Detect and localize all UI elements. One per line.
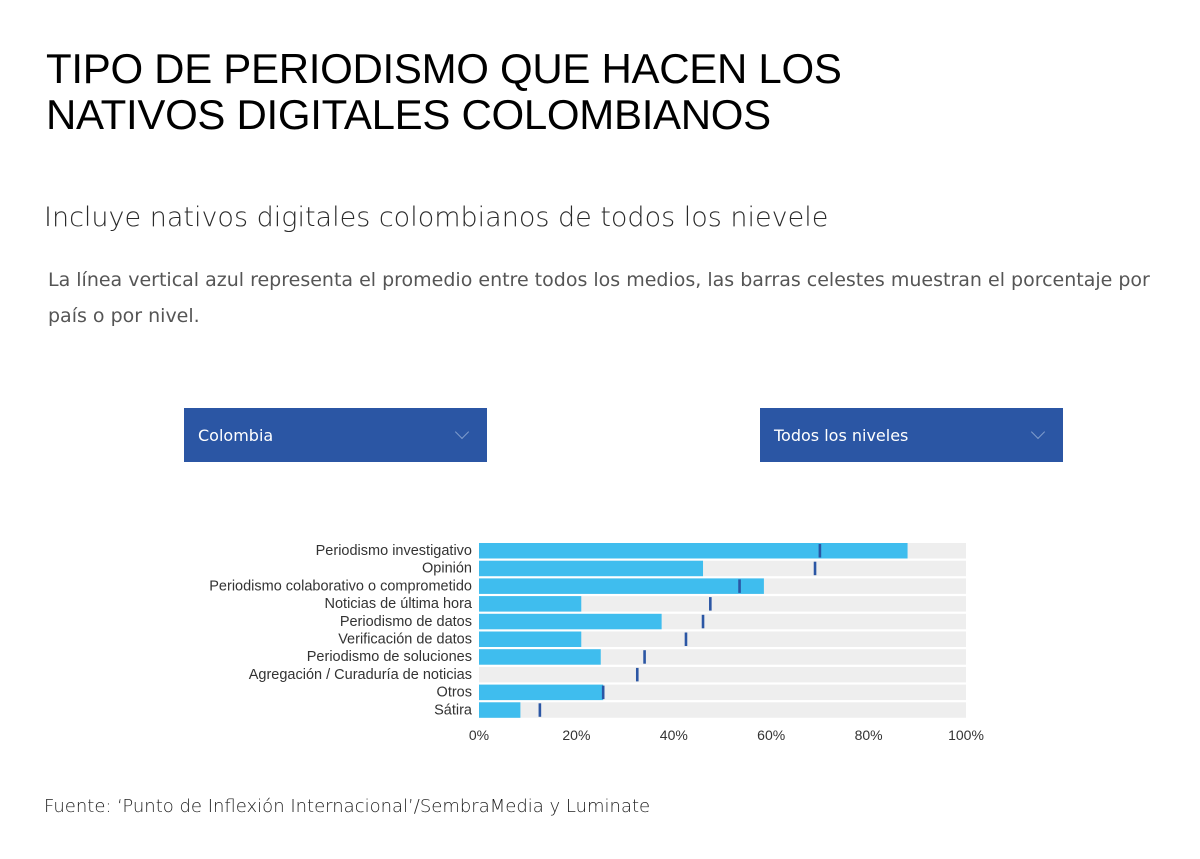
bar-chart: Periodismo investigativoOpiniónPeriodism…: [209, 543, 984, 743]
category-label: Verificación de datos: [338, 632, 472, 648]
source-note: Fuente: ‘Punto de Inflexión Internaciona…: [44, 796, 651, 817]
x-tick-label: 0%: [469, 727, 489, 743]
average-marker: [643, 650, 646, 664]
category-label: Periodismo de soluciones: [307, 649, 472, 665]
bar-track: [479, 596, 966, 612]
category-label: Periodismo de datos: [340, 614, 472, 630]
bar-track: [479, 631, 966, 647]
bar: [479, 613, 662, 630]
bar: [479, 649, 601, 665]
average-marker: [813, 561, 817, 576]
average-marker: [538, 703, 542, 717]
bar-track: [479, 702, 966, 718]
average-markers: [538, 544, 822, 717]
average-marker: [709, 597, 712, 611]
average-marker: [635, 667, 639, 682]
category-labels: Periodismo investigativoOpiniónPeriodism…: [209, 543, 473, 718]
average-marker: [684, 632, 688, 646]
average-marker: [738, 579, 741, 593]
bar: [479, 702, 521, 718]
bar: [479, 684, 604, 701]
level-dropdown-value: Todos los niveles: [774, 425, 909, 445]
chart-description: La línea vertical azul representa el pro…: [48, 269, 1150, 327]
x-tick-label: 20%: [562, 727, 590, 743]
category-label: Sátira: [434, 702, 473, 718]
level-dropdown[interactable]: Todos los niveles: [760, 408, 1063, 462]
chart-title-line-2: NATIVOS DIGITALES COLOMBIANOS: [46, 91, 771, 138]
category-label: Opinión: [422, 561, 472, 577]
x-tick-label: 40%: [660, 727, 688, 743]
x-axis-ticks: 0% 20% 40% 60% 80% 100%: [469, 727, 984, 743]
category-label: Noticias de última hora: [325, 596, 473, 612]
bar: [479, 578, 764, 594]
category-label: Otros: [437, 685, 472, 701]
bar: [479, 631, 582, 647]
x-tick-label: 80%: [855, 727, 883, 743]
chevron-down-icon: [1030, 424, 1046, 440]
bar: [479, 543, 908, 559]
bar-series: [479, 543, 908, 718]
bar: [479, 560, 704, 577]
average-marker: [601, 685, 605, 700]
chart-title: TIPO DE PERIODISMO QUE HACEN LOS NATIVOS…: [46, 46, 1146, 138]
average-marker: [701, 614, 705, 629]
x-tick-label: 100%: [948, 727, 984, 743]
chart-title-line-1: TIPO DE PERIODISMO QUE HACEN LOS: [46, 45, 842, 92]
country-dropdown-value: Colombia: [198, 425, 274, 445]
category-label: Agregación / Curaduría de noticias: [249, 667, 472, 683]
country-dropdown[interactable]: Colombia: [184, 408, 487, 462]
chevron-down-icon: [454, 424, 470, 440]
chart-subtitle: Incluye nativos digitales colombianos de…: [44, 202, 829, 233]
x-tick-label: 60%: [757, 727, 785, 743]
category-label: Periodismo colaborativo o comprometido: [209, 578, 472, 594]
bar-track: [479, 666, 966, 683]
bar: [479, 596, 582, 612]
category-label: Periodismo investigativo: [316, 543, 472, 559]
average-marker: [818, 544, 822, 558]
